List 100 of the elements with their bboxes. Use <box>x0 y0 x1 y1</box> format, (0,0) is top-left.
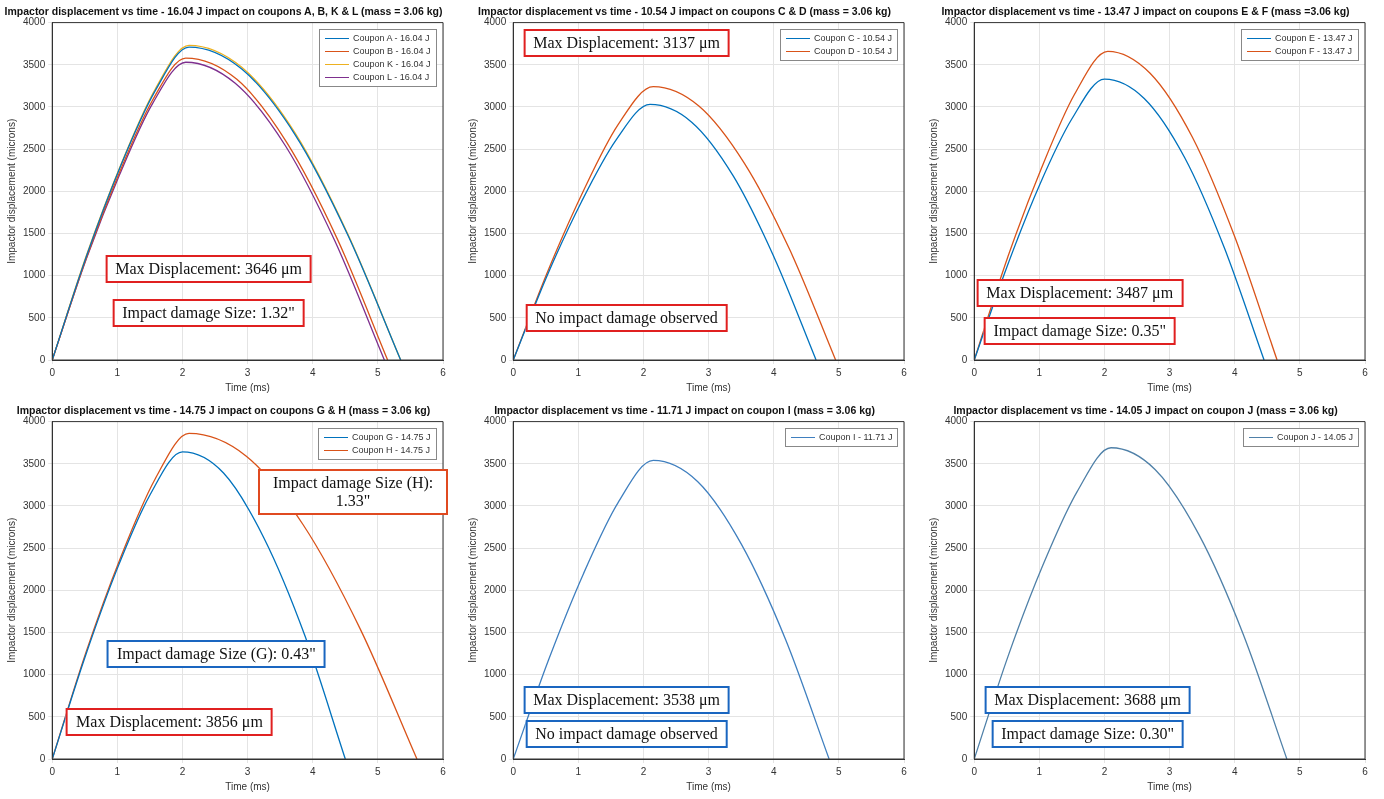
y-tick-label: 2500 <box>23 142 46 154</box>
x-axis-title: Time (ms) <box>686 381 731 393</box>
legend-label: Coupon B - 16.04 J <box>353 44 431 58</box>
legend-label: Coupon E - 13.47 J <box>1275 31 1353 45</box>
y-tick-label: 2500 <box>484 541 507 553</box>
x-axis-title: Time (ms) <box>1147 780 1192 792</box>
x-tick-label: 1 <box>1036 366 1043 378</box>
x-tick-label: 4 <box>770 366 777 378</box>
x-tick-label: 6 <box>440 765 447 777</box>
annotation: Max Displacement: 3538 μm <box>523 685 730 714</box>
y-tick-label: 1500 <box>484 227 507 239</box>
x-tick-label: 2 <box>179 366 186 378</box>
x-tick-label: 5 <box>1297 765 1304 777</box>
annotation: Max Displacement: 3646 μm <box>105 254 312 283</box>
legend-label: Coupon K - 16.04 J <box>353 57 431 71</box>
x-tick-label: 1 <box>575 765 582 777</box>
line-series <box>974 447 1288 759</box>
x-tick-label: 2 <box>179 765 186 777</box>
x-tick-label: 2 <box>1101 366 1108 378</box>
legend-label: Coupon D - 10.54 J <box>814 44 893 58</box>
annotation: Impact damage Size (G): 0.43" <box>106 640 326 669</box>
annotation: No impact damage observed <box>525 303 728 332</box>
y-tick-label: 0 <box>39 353 46 365</box>
chart-title: Impactor displacement vs time - 14.05 J impact on coupon J (mass = 3.06 kg) <box>953 404 1338 417</box>
y-tick-label: 4000 <box>23 16 46 28</box>
chart-title: Impactor displacement vs time - 16.04 J impact on coupons A, B, K & L (mass = 3.06 kg) <box>4 5 443 18</box>
y-axis-title: Impactor displacement (microns) <box>466 517 478 663</box>
x-tick-label: 0 <box>510 366 517 378</box>
annotation: Impact damage Size: 1.32" <box>112 298 305 327</box>
y-tick-label: 1000 <box>945 668 968 680</box>
x-tick-label: 1 <box>1036 765 1043 777</box>
x-tick-label: 4 <box>309 366 316 378</box>
x-tick-label: 3 <box>244 366 251 378</box>
x-tick-label: 5 <box>1297 366 1304 378</box>
y-tick-label: 1000 <box>23 668 46 680</box>
annotation: No impact damage observed <box>525 719 728 748</box>
y-tick-label: 4000 <box>23 415 46 427</box>
x-tick-label: 6 <box>1362 366 1369 378</box>
y-tick-label: 2000 <box>945 584 968 596</box>
legend-label: Coupon L - 16.04 J <box>353 70 430 84</box>
y-tick-label: 3000 <box>945 499 968 511</box>
x-tick-label: 5 <box>836 765 843 777</box>
x-tick-label: 3 <box>244 765 251 777</box>
x-tick-label: 2 <box>640 765 647 777</box>
y-tick-label: 3000 <box>23 100 46 112</box>
y-tick-label: 3500 <box>945 457 968 469</box>
x-tick-label: 1 <box>575 366 582 378</box>
y-tick-label: 2500 <box>484 142 507 154</box>
annotation: Max Displacement: 3487 μm <box>976 278 1184 307</box>
y-tick-label: 0 <box>961 353 968 365</box>
y-tick-label: 500 <box>28 710 46 722</box>
x-axis-title: Time (ms) <box>686 780 731 792</box>
x-tick-label: 6 <box>901 765 908 777</box>
y-tick-label: 500 <box>950 311 968 323</box>
x-axis-title: Time (ms) <box>225 381 270 393</box>
x-tick-label: 6 <box>901 366 908 378</box>
x-tick-label: 5 <box>375 765 382 777</box>
legend-label: Coupon G - 14.75 J <box>352 430 431 444</box>
y-tick-label: 3500 <box>23 58 46 70</box>
x-axis-title: Time (ms) <box>1147 381 1192 393</box>
legend-label: Coupon I - 11.71 J <box>819 430 893 444</box>
y-tick-label: 2000 <box>23 584 46 596</box>
x-tick-label: 4 <box>309 765 316 777</box>
y-tick-label: 0 <box>961 752 968 764</box>
y-tick-label: 1500 <box>945 227 968 239</box>
y-axis-title: Impactor displacement (microns) <box>5 118 17 264</box>
x-tick-label: 4 <box>1231 366 1238 378</box>
y-tick-label: 3000 <box>23 499 46 511</box>
y-tick-label: 2000 <box>945 185 968 197</box>
legend-label: Coupon H - 14.75 J <box>352 443 431 457</box>
annotation: Impact damage Size (H): 1.33" <box>258 469 449 516</box>
y-tick-label: 2500 <box>945 541 968 553</box>
legend-label: Coupon C - 10.54 J <box>814 31 893 45</box>
legend-label: Coupon J - 14.05 J <box>1277 430 1354 444</box>
y-tick-label: 2500 <box>23 541 46 553</box>
x-tick-label: 3 <box>1166 765 1173 777</box>
y-tick-label: 1000 <box>945 269 968 281</box>
y-axis-title: Impactor displacement (microns) <box>927 118 939 264</box>
chart-title: Impactor displacement vs time - 13.47 J impact on coupons E & F (mass =3.06 kg) <box>941 5 1350 18</box>
chart-title: Impactor displacement vs time - 11.71 J impact on coupon I (mass = 3.06 kg) <box>494 404 875 417</box>
y-tick-label: 0 <box>39 752 46 764</box>
x-tick-label: 1 <box>114 366 121 378</box>
y-tick-label: 500 <box>28 311 46 323</box>
x-tick-label: 0 <box>971 765 978 777</box>
y-tick-label: 3500 <box>945 58 968 70</box>
y-tick-label: 500 <box>489 710 507 722</box>
x-tick-label: 5 <box>375 366 382 378</box>
y-tick-label: 4000 <box>945 415 968 427</box>
annotation: Max Displacement: 3137 μm <box>523 28 730 57</box>
y-tick-label: 3500 <box>23 457 46 469</box>
y-tick-label: 0 <box>500 752 507 764</box>
y-tick-label: 1000 <box>484 668 507 680</box>
x-tick-label: 0 <box>49 366 56 378</box>
chart-title: Impactor displacement vs time - 14.75 J impact on coupons G & H (mass = 3.06 kg) <box>16 404 431 417</box>
x-tick-label: 0 <box>49 765 56 777</box>
x-tick-label: 2 <box>1101 765 1108 777</box>
chart-title: Impactor displacement vs time - 10.54 J impact on coupons C & D (mass = 3.06 kg) <box>478 5 891 18</box>
annotation: Impact damage Size: 0.30" <box>991 719 1184 748</box>
legend-label: Coupon F - 13.47 J <box>1275 44 1353 58</box>
y-tick-label: 500 <box>950 710 968 722</box>
